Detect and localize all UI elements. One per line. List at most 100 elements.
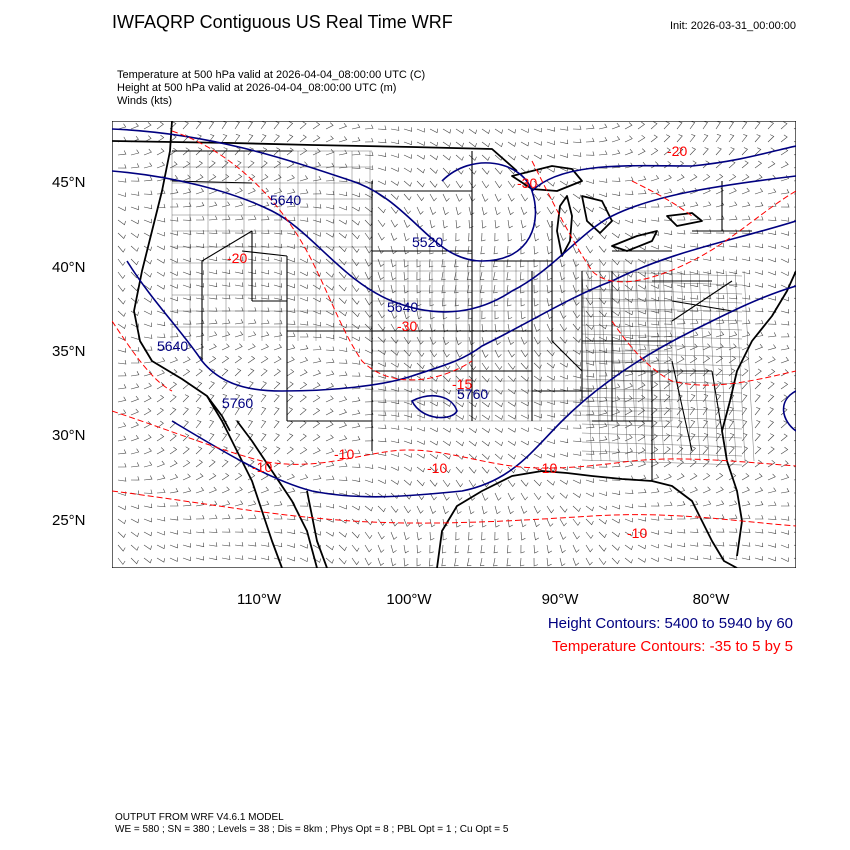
wind-barb xyxy=(260,187,269,195)
wind-barb xyxy=(117,245,126,253)
wind-barb xyxy=(247,343,256,351)
wind-barb xyxy=(493,245,498,255)
wind-barb xyxy=(442,440,451,446)
wind-barb xyxy=(195,381,203,390)
wind-barb xyxy=(741,500,751,507)
wind-barb xyxy=(169,296,178,302)
wind-barb xyxy=(520,336,528,345)
wind-barb xyxy=(468,128,477,135)
wind-barb xyxy=(286,407,294,416)
wind-barb xyxy=(702,528,712,533)
wind-barb xyxy=(468,232,473,242)
lon-label-90w: 90°W xyxy=(541,591,579,608)
wind-barb xyxy=(637,488,647,494)
wind-barb xyxy=(533,531,540,541)
wind-barb xyxy=(312,461,322,468)
wind-barb xyxy=(689,121,696,130)
wind-barb xyxy=(247,381,254,390)
wind-barb xyxy=(130,177,140,182)
wind-barb xyxy=(481,466,490,474)
wind-barb xyxy=(429,466,438,473)
wind-barb xyxy=(234,407,240,416)
wind-barb xyxy=(650,321,660,326)
wind-barb xyxy=(624,531,633,537)
wind-barb xyxy=(117,449,127,455)
wind-barb xyxy=(494,219,500,229)
wind-barb xyxy=(767,501,777,507)
wind-barb xyxy=(559,557,566,567)
wind-barb xyxy=(572,386,582,391)
wind-barb xyxy=(273,331,283,338)
wind-barb xyxy=(286,174,295,182)
wind-barb xyxy=(221,256,231,261)
wind-barb xyxy=(468,505,475,515)
wind-barb xyxy=(273,420,280,429)
wind-barb xyxy=(676,216,686,221)
wind-barb xyxy=(572,125,582,130)
wind-barb xyxy=(429,349,438,358)
wind-barb xyxy=(364,151,374,156)
wind-barb xyxy=(767,216,777,221)
wind-barb xyxy=(728,319,738,325)
wind-barb xyxy=(429,479,438,487)
wind-barb xyxy=(273,368,281,377)
wind-barb xyxy=(260,355,269,364)
wind-barb xyxy=(182,188,192,195)
wind-barb xyxy=(533,245,539,255)
wind-barb xyxy=(286,188,296,195)
wind-barb xyxy=(390,219,398,228)
wind-barb xyxy=(780,407,788,416)
wind-barb xyxy=(156,121,164,130)
wind-barb xyxy=(208,269,218,275)
wind-barb xyxy=(429,440,438,446)
wind-barb xyxy=(728,514,738,520)
wind-barb xyxy=(234,486,243,494)
wind-barb xyxy=(247,173,256,182)
wind-barb xyxy=(260,394,267,403)
wind-barb xyxy=(351,123,361,130)
wind-barb xyxy=(221,215,231,221)
wind-barb xyxy=(466,557,472,567)
wind-barb xyxy=(702,201,712,208)
wind-barb xyxy=(195,319,205,325)
wind-barb xyxy=(637,420,646,429)
wind-barb xyxy=(273,319,283,325)
wind-barb xyxy=(754,257,764,262)
wind-barb xyxy=(650,433,658,442)
gulf-of-california xyxy=(236,420,318,568)
wind-barb xyxy=(130,448,140,455)
wind-barb xyxy=(364,271,372,280)
wind-barb xyxy=(247,331,257,338)
footer-config: WE = 580 ; SN = 380 ; Levels = 38 ; Dis … xyxy=(115,824,509,835)
wind-barb xyxy=(247,282,257,287)
wind-barb xyxy=(130,421,139,429)
wind-barb xyxy=(390,412,400,417)
wind-barb xyxy=(299,284,308,289)
wind-barb xyxy=(195,459,203,468)
wind-barb xyxy=(572,206,581,214)
wind-barb xyxy=(455,206,462,216)
wind-barb xyxy=(390,153,399,158)
wind-barb xyxy=(507,440,516,446)
wind-barb xyxy=(260,215,270,221)
wind-barb xyxy=(351,258,360,267)
wind-barb xyxy=(143,346,153,351)
wind-barb xyxy=(338,310,347,317)
wind-barb xyxy=(767,515,777,520)
wind-barb xyxy=(546,206,555,215)
baja-coastline xyxy=(206,395,283,568)
wind-barb xyxy=(234,433,241,442)
wind-barb xyxy=(598,232,607,240)
wind-barb xyxy=(299,381,308,390)
height-contour xyxy=(782,390,796,432)
wind-barb xyxy=(312,175,322,182)
wind-barb xyxy=(156,148,165,156)
wind-barb xyxy=(286,320,296,325)
wind-barb xyxy=(611,310,620,317)
wind-barb xyxy=(428,271,434,281)
wind-barb xyxy=(351,360,361,365)
great-lakes-erie xyxy=(611,230,658,252)
wind-barb xyxy=(728,173,737,182)
wind-barb xyxy=(130,258,139,266)
wind-barb xyxy=(286,381,294,390)
